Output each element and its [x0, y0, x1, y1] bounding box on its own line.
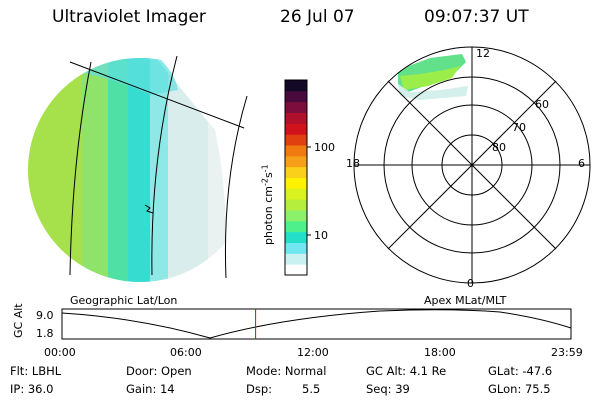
colorbar-stop	[285, 242, 307, 254]
colorbar-stop	[285, 210, 307, 222]
altitude-xtick-0000: 00:00	[44, 346, 76, 359]
colorbar-stop	[285, 80, 307, 92]
polar-ring-label-70: 70	[512, 121, 526, 134]
colorbar-stop	[285, 231, 307, 243]
colorbar-unit-label: photon cm-2s-1	[260, 164, 275, 245]
geographic-label: Geographic Lat/Lon	[70, 294, 178, 307]
colorbar-stop	[285, 264, 307, 276]
colorbar	[284, 79, 311, 276]
altitude-ytick-top: 9.0	[36, 309, 54, 322]
apex-label: Apex MLat/MLT	[424, 294, 507, 307]
colorbar-stop	[285, 101, 307, 113]
colorbar-stop	[285, 90, 307, 103]
info-gain: Gain: 14	[126, 382, 175, 396]
polar-label-12: 12	[476, 47, 490, 60]
colorbar-tick-10: 10	[314, 229, 328, 242]
altitude-ytick-bottom: 1.8	[36, 327, 54, 340]
info-mode: Mode: Normal	[246, 364, 327, 378]
polar-label-18: 18	[346, 157, 360, 170]
altitude-plot	[61, 308, 572, 340]
colorbar-stop	[285, 123, 307, 135]
altitude-xtick-1200: 12:00	[297, 346, 329, 359]
polar-ring-label-60: 60	[535, 98, 549, 111]
info-flt: Flt: LBHL	[10, 364, 62, 378]
altitude-xtick-0600: 06:00	[170, 346, 202, 359]
polar-ring-label-80: 80	[492, 141, 506, 154]
colorbar-stop	[285, 199, 307, 211]
colorbar-stop	[285, 188, 307, 200]
polar-label-0: 0	[467, 277, 474, 290]
info-dsp-label: Dsp:	[246, 382, 273, 396]
info-door: Door: Open	[126, 364, 192, 378]
app-title: Ultraviolet Imager	[52, 7, 206, 27]
altitude-xtick-2359: 23:59	[551, 346, 583, 359]
altitude-xtick-1800: 18:00	[424, 346, 456, 359]
altitude-ylabel: GC Alt	[12, 303, 25, 338]
info-seq: Seq: 39	[366, 382, 410, 396]
date-label: 26 Jul 07	[280, 7, 355, 27]
colorbar-stop	[285, 253, 307, 265]
colorbar-stop	[285, 220, 307, 233]
polar-plot	[353, 46, 591, 284]
colorbar-stop	[285, 134, 307, 146]
colorbar-stop	[285, 145, 307, 157]
colorbar-stop	[285, 166, 307, 178]
geographic-image	[28, 55, 252, 282]
polar-label-6: 6	[578, 157, 585, 170]
info-gc-alt: GC Alt: 4.1 Re	[366, 364, 447, 378]
colorbar-stop	[285, 177, 307, 189]
info-glat: GLat: -47.6	[488, 364, 553, 378]
colorbar-stop	[285, 155, 307, 168]
colorbar-tick-100: 100	[314, 141, 335, 154]
info-glon: GLon: 75.5	[488, 382, 551, 396]
info-dsp-value: 5.5	[302, 382, 321, 396]
info-ip: IP: 36.0	[10, 382, 54, 396]
time-label: 09:07:37 UT	[424, 7, 529, 27]
colorbar-stop	[285, 112, 307, 124]
